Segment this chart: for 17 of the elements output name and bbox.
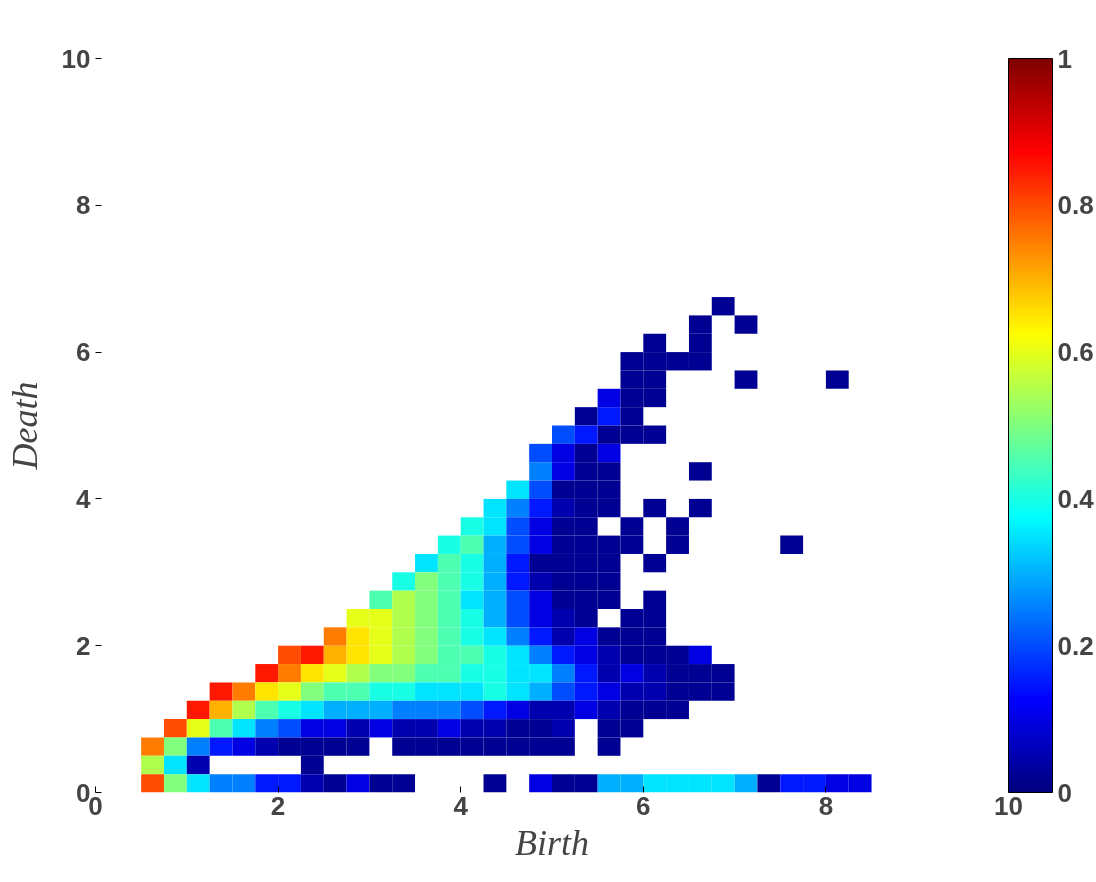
x-tick-label: 6 — [636, 790, 651, 821]
color-bar-label: 0.4 — [1057, 483, 1095, 514]
y-tick-label: 6 — [76, 337, 91, 368]
y-tick-label: 10 — [61, 43, 91, 74]
x-tick-label: 2 — [270, 790, 286, 821]
x-tick-label: 8 — [818, 790, 834, 821]
y-tick-label: 4 — [76, 483, 92, 514]
color-bar-label: 0.2 — [1057, 630, 1094, 661]
color-bar-label: 0.8 — [1057, 190, 1094, 221]
x-tick-label: 10 — [994, 790, 1023, 821]
y-tick-label: 2 — [76, 630, 91, 661]
y-axis-title: Death — [4, 381, 45, 471]
color-bar-label: 1 — [1057, 43, 1072, 74]
color-bar-label: 0.6 — [1057, 337, 1094, 368]
x-tick-label: 4 — [453, 790, 469, 821]
y-tick-label: 8 — [76, 190, 91, 221]
x-axis-title: Birth — [515, 822, 590, 863]
